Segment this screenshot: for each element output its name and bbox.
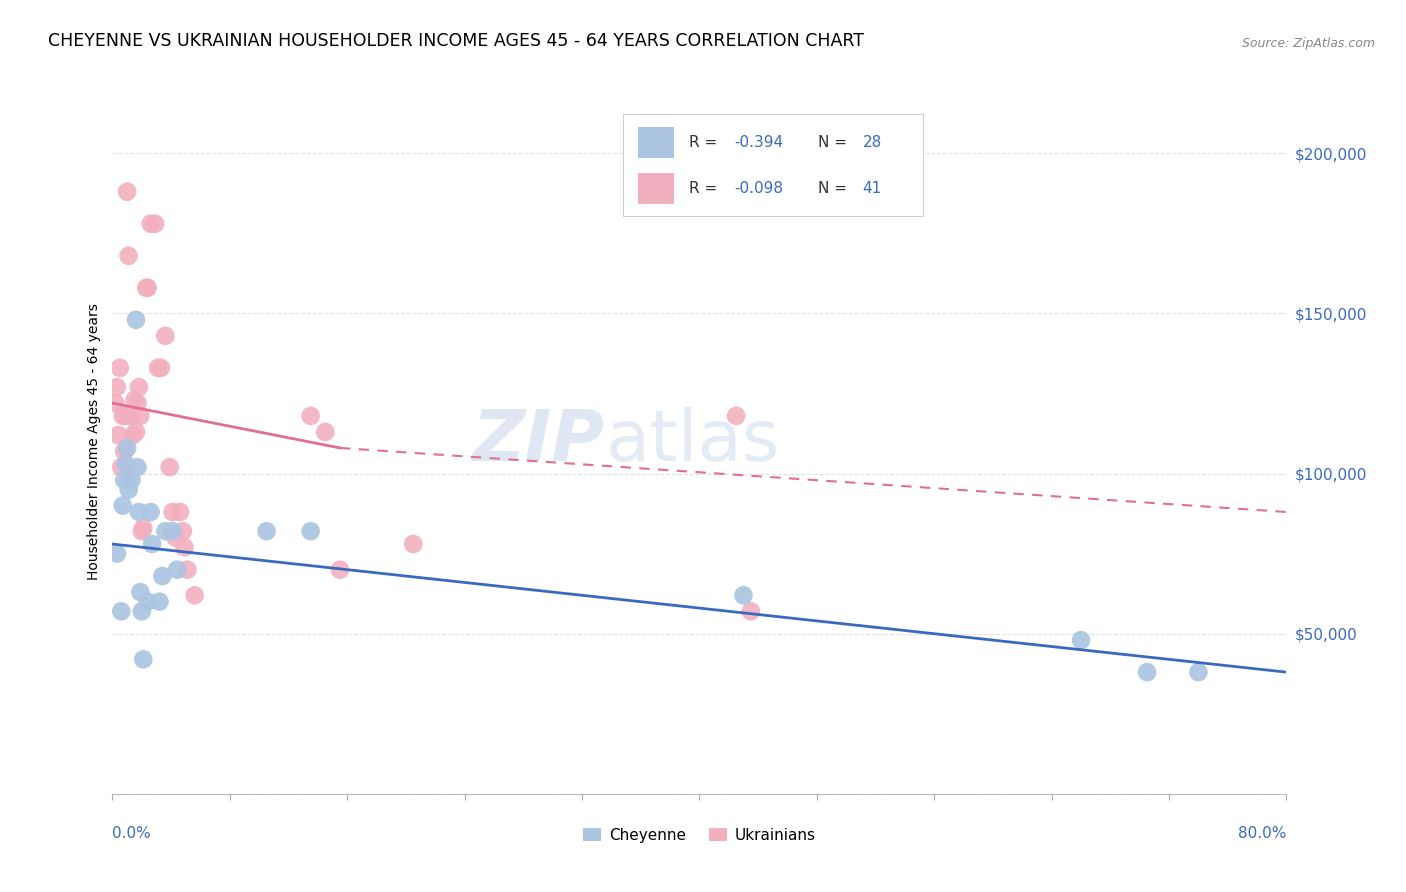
Point: [114, 457, 136, 471]
Point: [128, 380, 150, 394]
Point: [135, 281, 157, 295]
Point: [173, 541, 195, 555]
Text: CHEYENNE VS UKRAINIAN HOUSEHOLDER INCOME AGES 45 - 64 YEARS CORRELATION CHART: CHEYENNE VS UKRAINIAN HOUSEHOLDER INCOME…: [48, 32, 863, 51]
Point: [111, 409, 134, 423]
Point: [105, 547, 128, 561]
Point: [124, 392, 146, 407]
Point: [159, 460, 181, 475]
Point: [143, 217, 166, 231]
Point: [131, 604, 153, 618]
Point: [162, 524, 184, 539]
Point: [132, 652, 155, 666]
Point: [121, 409, 143, 423]
Text: 80.0%: 80.0%: [1239, 826, 1286, 840]
Point: [1187, 665, 1209, 680]
Point: [150, 569, 173, 583]
Legend: Cheyenne, Ukrainians: Cheyenne, Ukrainians: [583, 828, 815, 843]
Point: [162, 505, 184, 519]
Text: ZIP: ZIP: [474, 407, 606, 476]
Point: [136, 281, 159, 295]
Text: atlas: atlas: [606, 407, 780, 476]
Point: [127, 396, 149, 410]
Point: [165, 531, 187, 545]
Point: [117, 249, 139, 263]
Point: [112, 473, 135, 487]
Point: [127, 460, 149, 475]
Point: [155, 328, 177, 343]
Text: 0.0%: 0.0%: [112, 826, 152, 840]
Point: [183, 588, 205, 602]
Point: [148, 595, 170, 609]
Point: [115, 441, 138, 455]
Point: [155, 524, 177, 539]
Point: [121, 473, 143, 487]
Point: [1136, 665, 1159, 680]
Point: [256, 524, 278, 539]
Point: [125, 425, 148, 439]
Point: [136, 595, 159, 609]
Point: [107, 428, 129, 442]
Point: [129, 409, 152, 423]
Point: [120, 409, 142, 423]
Point: [114, 409, 136, 423]
Point: [740, 604, 762, 618]
Point: [141, 537, 163, 551]
Point: [149, 360, 172, 375]
Point: [172, 524, 194, 539]
Point: [110, 460, 132, 475]
Point: [733, 588, 755, 602]
Point: [329, 563, 352, 577]
Point: [314, 425, 336, 439]
Point: [131, 524, 153, 539]
Point: [105, 380, 128, 394]
Point: [110, 604, 132, 618]
Point: [299, 524, 322, 539]
Point: [111, 499, 134, 513]
Point: [176, 563, 198, 577]
Point: [146, 360, 169, 375]
Point: [166, 563, 188, 577]
Point: [125, 313, 148, 327]
Text: Source: ZipAtlas.com: Source: ZipAtlas.com: [1241, 37, 1375, 51]
Point: [402, 537, 425, 551]
Point: [725, 409, 748, 423]
Point: [122, 428, 145, 442]
Point: [169, 505, 191, 519]
Point: [104, 396, 127, 410]
Point: [299, 409, 322, 423]
Point: [129, 585, 152, 599]
Point: [115, 185, 138, 199]
Point: [128, 505, 150, 519]
Point: [139, 505, 162, 519]
Point: [1070, 633, 1092, 648]
Point: [139, 217, 162, 231]
Point: [108, 360, 131, 375]
Point: [132, 521, 155, 535]
Y-axis label: Householder Income Ages 45 - 64 years: Householder Income Ages 45 - 64 years: [87, 303, 101, 580]
Point: [112, 444, 135, 458]
Point: [117, 483, 139, 497]
